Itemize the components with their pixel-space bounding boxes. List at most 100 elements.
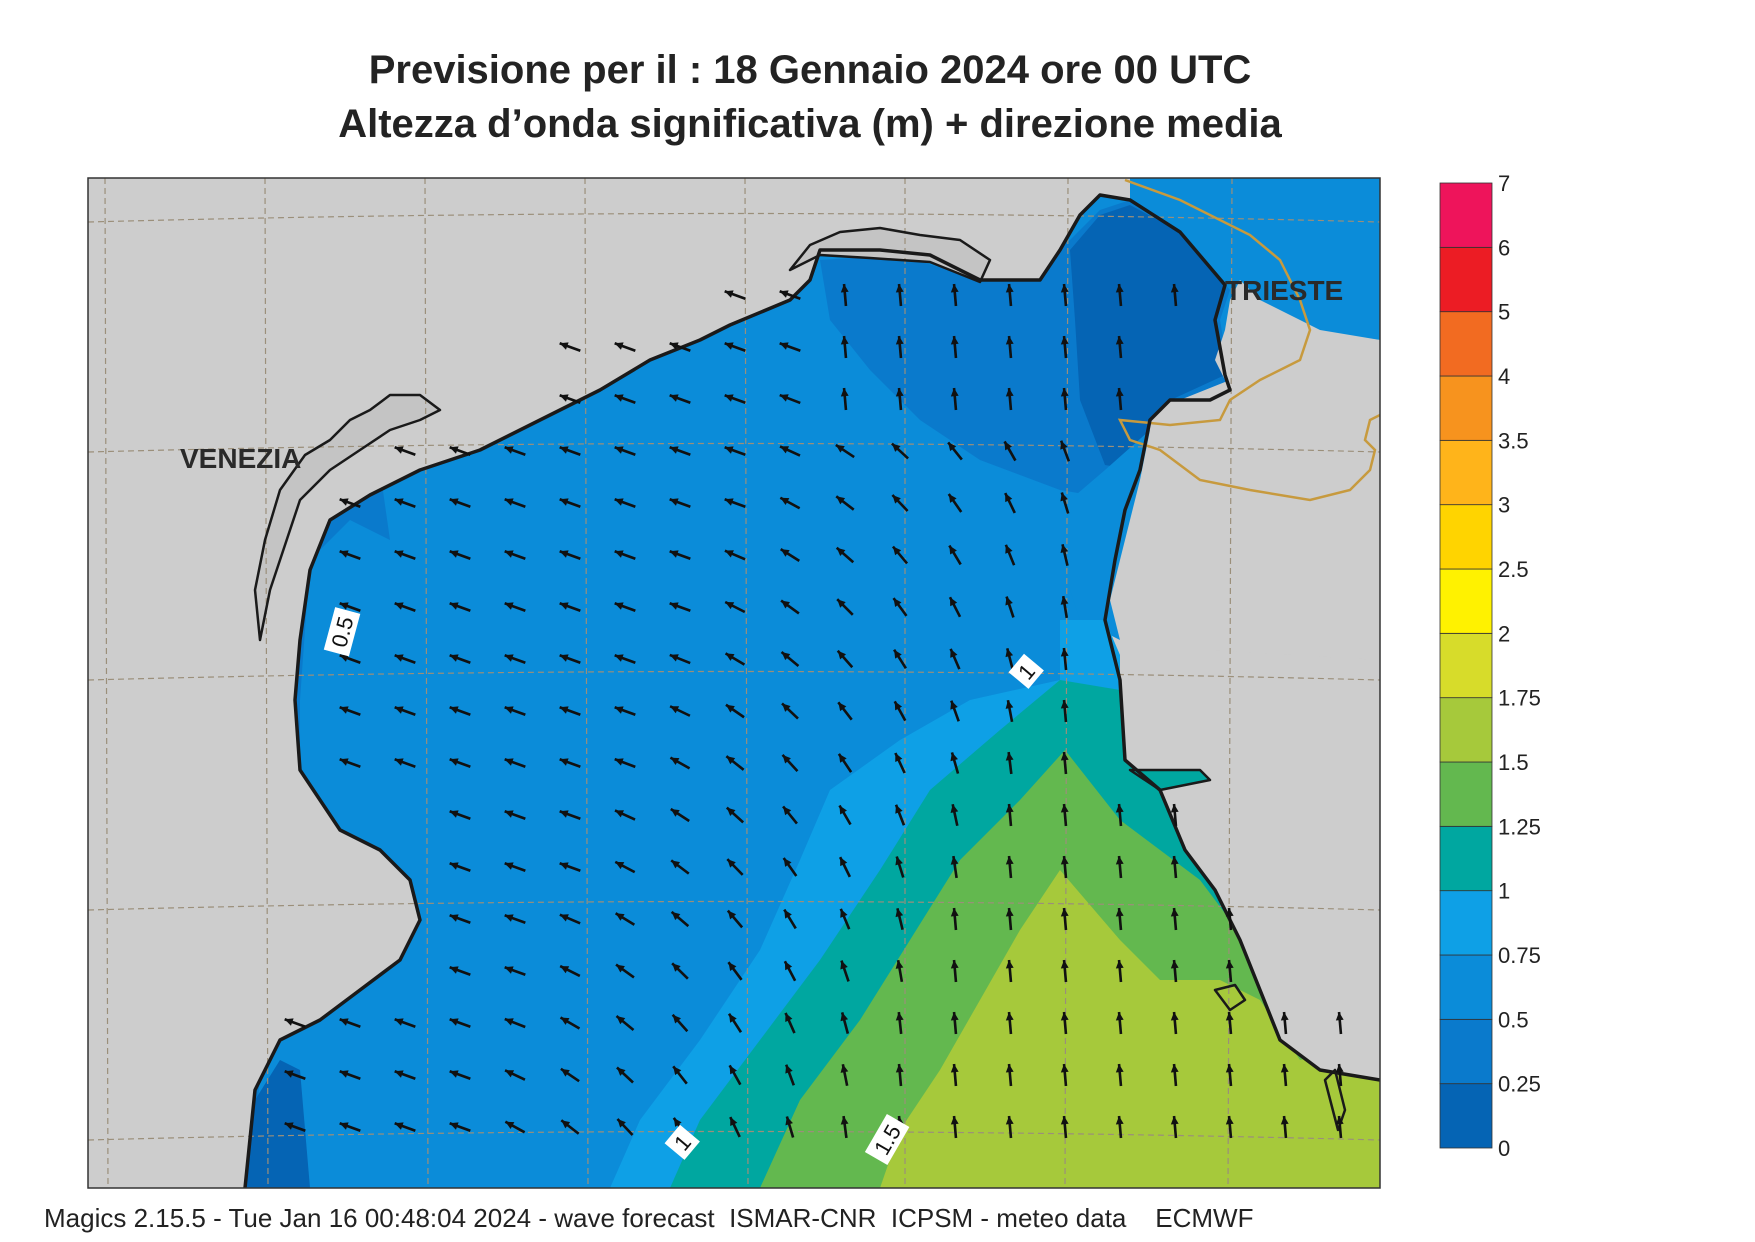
direction-arrow-head — [783, 806, 792, 816]
direction-arrow-head — [1005, 700, 1014, 709]
direction-arrow-head — [1060, 648, 1069, 657]
direction-arrow-head — [504, 966, 514, 974]
legend-tick-label: 2.5 — [1498, 557, 1529, 582]
direction-arrow-head — [949, 545, 957, 555]
direction-arrow-head — [1060, 1116, 1069, 1125]
direction-arrow-head — [837, 599, 846, 608]
direction-arrow-head — [339, 550, 349, 558]
direction-arrow-head — [840, 336, 849, 345]
direction-arrow-head — [838, 702, 847, 712]
direction-arrow-head — [727, 859, 736, 868]
coastline — [243, 193, 1380, 1188]
direction-arrow-head — [561, 1120, 571, 1129]
direction-arrow-head — [1005, 856, 1014, 865]
city-label-venezia: VENEZIA — [180, 443, 301, 474]
direction-arrow-head — [950, 1012, 959, 1021]
direction-arrow-head — [560, 966, 570, 974]
venice-lagoon — [255, 395, 440, 640]
legend-tick-label: 1.25 — [1498, 814, 1541, 839]
direction-arrow-head — [504, 810, 514, 818]
direction-arrow-head — [1060, 804, 1069, 813]
direction-arrow-head — [394, 758, 404, 766]
direction-arrow-head — [836, 496, 846, 505]
direction-arrow-head — [339, 758, 349, 766]
direction-arrow-head — [449, 654, 459, 662]
direction-arrow-head — [1115, 284, 1124, 293]
direction-arrow-head — [724, 498, 734, 506]
legend-swatch — [1439, 504, 1493, 570]
direction-arrow-head — [449, 966, 459, 974]
legend-tick-label: 4 — [1498, 364, 1510, 389]
direction-arrow-head — [840, 908, 848, 918]
contour-label: 0.5 — [323, 607, 361, 657]
legend-swatch — [1439, 311, 1493, 377]
direction-arrow-head — [840, 388, 849, 397]
direction-arrow-head — [616, 1016, 626, 1025]
direction-arrow-head — [449, 498, 459, 506]
direction-arrow-head — [840, 284, 849, 293]
direction-arrow-head — [895, 804, 903, 814]
direction-arrow-head — [780, 446, 790, 454]
direction-arrow-head — [950, 752, 958, 762]
direction-arrow-head — [950, 908, 959, 917]
direction-arrow-head — [1005, 1012, 1014, 1021]
direction-arrow-head — [1005, 908, 1014, 917]
direction-arrow-head — [616, 964, 625, 973]
direction-arrow-head — [504, 654, 514, 662]
direction-arrow-head — [559, 914, 569, 922]
direction-arrow-head — [614, 394, 624, 402]
direction-arrow-head — [950, 960, 959, 969]
map-area — [88, 178, 1380, 1188]
gulf-water-2 — [1060, 620, 1120, 690]
direction-arrow-head — [724, 550, 734, 558]
direction-arrow-head — [895, 284, 904, 293]
legend-swatch — [1439, 697, 1493, 763]
direction-arrow-head — [339, 498, 349, 506]
legend-tick-label: 1 — [1498, 879, 1510, 904]
direction-arrow-head — [614, 498, 624, 506]
direction-arrow-head — [669, 550, 679, 558]
legend-swatch — [1439, 246, 1493, 313]
direction-arrow-head — [950, 1116, 959, 1125]
direction-arrow-head — [1115, 804, 1124, 813]
direction-arrow-head — [394, 602, 404, 610]
direction-arrow-head — [449, 602, 459, 610]
direction-arrow-head — [504, 862, 514, 870]
wave-band-sw-0 — [240, 1060, 310, 1188]
land-istria — [1110, 300, 1380, 660]
direction-arrow-head — [1060, 388, 1069, 397]
direction-arrow-head — [1115, 1116, 1124, 1125]
direction-arrow-head — [1060, 544, 1069, 554]
direction-arrow-head — [1060, 596, 1069, 605]
direction-arrow-head — [1280, 1012, 1289, 1021]
legend-swatch — [1439, 632, 1493, 699]
direction-arrow-head — [836, 547, 846, 557]
direction-arrow-head — [559, 342, 569, 350]
direction-arrow-head — [1225, 1116, 1234, 1125]
direction-arrow-head — [784, 961, 793, 971]
direction-arrow-head — [950, 1064, 959, 1073]
direction-arrow-head — [1060, 440, 1068, 450]
direction-arrow-head — [726, 756, 736, 765]
direction-arrow-head — [894, 649, 902, 659]
direction-arrow-head — [1005, 493, 1013, 503]
legend-tick-label: 3.5 — [1498, 428, 1529, 453]
direction-arrow-head — [785, 1064, 793, 1074]
direction-arrow-head — [1005, 752, 1014, 761]
direction-arrow-head — [729, 1013, 737, 1023]
legend-swatch — [1439, 890, 1493, 956]
direction-arrow-head — [1005, 960, 1014, 969]
direction-arrow-head — [560, 1017, 570, 1025]
direction-arrow-head — [559, 810, 569, 818]
direction-arrow-head — [779, 342, 789, 350]
forecast-title: Previsione per il : 18 Gennaio 2024 ore … — [368, 48, 1252, 92]
direction-arrow-head — [895, 908, 904, 918]
direction-arrow-head — [950, 388, 959, 397]
direction-arrow-head — [1060, 908, 1069, 917]
direction-arrow-head — [838, 753, 847, 763]
direction-arrow-head — [449, 446, 459, 454]
wave-band-150 — [880, 870, 1380, 1188]
direction-arrow-head — [840, 1116, 849, 1125]
direction-arrow-head — [449, 862, 459, 870]
legend-tick-label: 0.75 — [1498, 943, 1541, 968]
